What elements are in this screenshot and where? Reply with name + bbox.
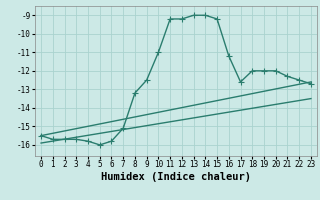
X-axis label: Humidex (Indice chaleur): Humidex (Indice chaleur) <box>101 172 251 182</box>
